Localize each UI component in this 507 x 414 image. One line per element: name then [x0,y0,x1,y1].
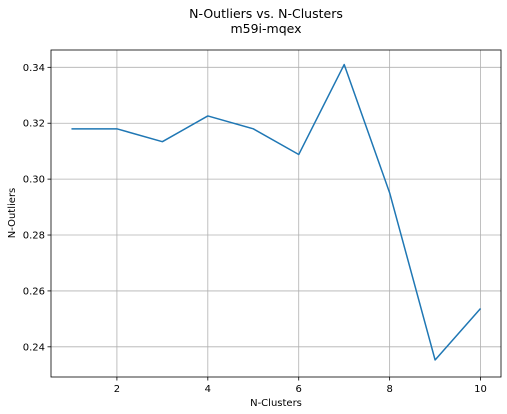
y-tick-label: 0.32 [23,119,45,130]
y-axis: 0.24 0.26 0.28 0.30 0.32 0.34 [23,63,51,353]
y-tick-label: 0.34 [23,63,45,74]
plot-frame [50,49,502,378]
grid-lines [51,50,501,377]
chart-title: N-Outliers vs. N-Clusters [189,6,343,21]
y-tick-label: 0.26 [23,286,45,297]
y-axis-label: N-Outliers [7,188,18,239]
y-tick-label: 0.30 [23,175,45,186]
x-tick-label: 8 [386,384,392,395]
x-tick-label: 10 [474,384,487,395]
x-tick-label: 2 [114,384,120,395]
y-tick-label: 0.24 [23,342,45,353]
series-group [71,63,482,361]
chart-subtitle: m59i-mqex [230,21,301,36]
x-axis: 2 4 6 8 10 [114,377,487,395]
x-tick-label: 4 [205,384,211,395]
series-line [71,63,482,361]
y-tick-label: 0.28 [23,231,45,242]
x-tick-label: 6 [296,384,302,395]
x-axis-label: N-Clusters [250,398,302,409]
